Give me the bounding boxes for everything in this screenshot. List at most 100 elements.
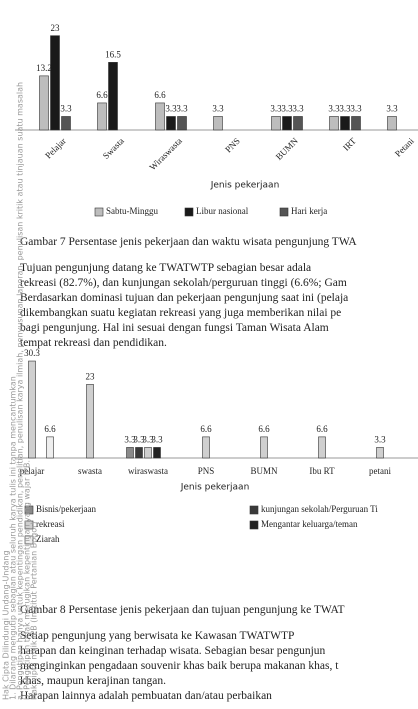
- text-line: Setiap pengunjung yang berwisata ke Kawa…: [20, 630, 295, 642]
- bar: [126, 447, 134, 459]
- watermark-text: a. Pengutipan hanya untuk kepentingan pe…: [16, 82, 25, 700]
- caption: Gambar 7 Persentase jenis pekerjaan dan …: [20, 236, 357, 248]
- bar: [144, 447, 152, 459]
- data-label: 3.3: [133, 435, 145, 445]
- legend-label: rekreasi: [36, 519, 65, 529]
- legend-swatch: [94, 207, 104, 217]
- legend-label: Libur nasional: [196, 206, 249, 216]
- legend-swatch: [249, 520, 259, 530]
- data-label: 3.3: [151, 435, 163, 445]
- x-tick-label: Wiraswasta: [147, 136, 184, 173]
- x-tick-label: wiraswasta: [128, 466, 168, 476]
- data-label: 3.3: [142, 435, 154, 445]
- bar: [153, 447, 161, 459]
- data-label: 3.3: [292, 104, 304, 114]
- data-label: 30.3: [24, 348, 40, 358]
- data-label: 3.3: [386, 104, 398, 114]
- watermark-text: b. Pengutipan tidak merugikan kepentinga…: [23, 460, 32, 700]
- bar: [108, 62, 118, 131]
- data-label: 3.3: [328, 104, 340, 114]
- data-label: 16.5: [105, 49, 121, 59]
- data-label: 6.6: [316, 424, 328, 434]
- bar: [39, 75, 49, 131]
- x-tick-label: PNS: [198, 466, 215, 476]
- text-line: menginginkan pengadaan souvenir khas bai…: [20, 660, 339, 672]
- watermark-text: Hak cipta milik IPB (Institut Pertanian …: [30, 521, 39, 700]
- legend-swatch: [279, 207, 289, 217]
- data-label: 23: [51, 23, 61, 33]
- data-label: 3.3: [281, 104, 293, 114]
- bar: [376, 447, 384, 459]
- legend-swatch: [184, 207, 194, 217]
- legend-label: Bisnis/pekerjaan: [36, 504, 96, 514]
- bar: [260, 436, 268, 459]
- data-label: 3.3: [270, 104, 282, 114]
- legend-swatch: [249, 505, 259, 515]
- bar: [318, 436, 326, 459]
- bar: [282, 116, 292, 131]
- text-line: dikembangkan suatu kegiatan rekreasi yan…: [20, 307, 342, 319]
- legend-swatch: [24, 535, 34, 545]
- x-tick-label: Ibu RT: [309, 466, 335, 476]
- bar: [293, 116, 303, 131]
- bar: [387, 116, 397, 131]
- data-label: 3.3: [124, 435, 136, 445]
- legend-label: Hari kerja: [291, 206, 327, 216]
- data-label: 3.3: [165, 104, 177, 114]
- bar: [46, 436, 54, 459]
- data-label: 3.3: [339, 104, 351, 114]
- bar: [329, 116, 339, 131]
- data-label: 6.6: [154, 90, 166, 100]
- chart: Jenis pekerjaan pelajar 30.3 6.6 swasta 23 wi…: [15, 348, 418, 545]
- data-label: 3.3: [212, 104, 224, 114]
- data-label: 3.3: [176, 104, 188, 114]
- x-tick-label: BUMN: [250, 466, 278, 476]
- legend-label: Mengantar keluarga/teman: [261, 519, 358, 529]
- x-tick-label: Petani: [393, 135, 416, 158]
- text-line: khas, maupun kerajinan tangan.: [20, 675, 166, 687]
- bar: [271, 116, 281, 131]
- bar: [351, 116, 361, 131]
- bar: [86, 384, 94, 459]
- text-line: Berdasarkan dominasi tujuan dan pekerjaa…: [20, 292, 349, 304]
- legend-label: Ziarah: [36, 534, 60, 544]
- bar: [213, 116, 223, 131]
- chart: Jenis pekerjaan Pelajar 13.2 23 3.3 Swasta 6.…: [15, 23, 418, 217]
- legend-swatch: [24, 505, 34, 515]
- x-tick-label: swasta: [78, 466, 102, 476]
- watermark-text: 1. Dilarang mengutip sebagian atau selur…: [9, 376, 18, 700]
- x-tick-label: PNS: [223, 136, 242, 155]
- x-tick-label: Pelajar: [43, 136, 68, 161]
- bar: [50, 35, 60, 131]
- x-axis-title: Jenis pekerjaan: [210, 181, 280, 191]
- data-label: 3.3: [350, 104, 362, 114]
- data-label: 3.3: [60, 104, 72, 114]
- x-tick-label: BUMN: [274, 135, 301, 162]
- text-line: rekreasi (82.7%), dan kunjungan sekolah/…: [20, 277, 347, 289]
- data-label: 3.3: [374, 435, 386, 445]
- legend-swatch: [24, 520, 34, 530]
- bar: [155, 102, 165, 131]
- bar: [61, 116, 71, 131]
- watermark-text: Hak Cipta Dilindungi Undang-Undang: [2, 550, 11, 700]
- data-label: 6.6: [200, 424, 212, 434]
- legend-label: Sabtu-Minggu: [106, 206, 159, 216]
- bar: [340, 116, 350, 131]
- data-label: 23: [86, 371, 96, 381]
- legend-label: kunjungan sekolah/Perguruan Ti: [261, 504, 378, 514]
- x-axis-title: Jenis pekerjaan: [180, 483, 250, 493]
- data-label: 13.2: [36, 63, 52, 73]
- text-line: Harapan lainnya adalah pembuatan dan/ata…: [20, 690, 272, 702]
- text-line: tempat rekreasi dan pendidikan.: [20, 337, 167, 349]
- bar: [135, 447, 143, 459]
- x-tick-label: IRT: [341, 135, 358, 152]
- text-line: Tujuan pengunjung datang ke TWATWTP seba…: [20, 262, 312, 274]
- data-label: 6.6: [44, 424, 56, 434]
- bar: [202, 436, 210, 459]
- bar: [97, 102, 107, 131]
- x-tick-label: pelajar: [20, 466, 44, 476]
- x-tick-label: petani: [369, 466, 391, 476]
- caption: Gambar 8 Persentase jenis pekerjaan dan …: [20, 604, 345, 616]
